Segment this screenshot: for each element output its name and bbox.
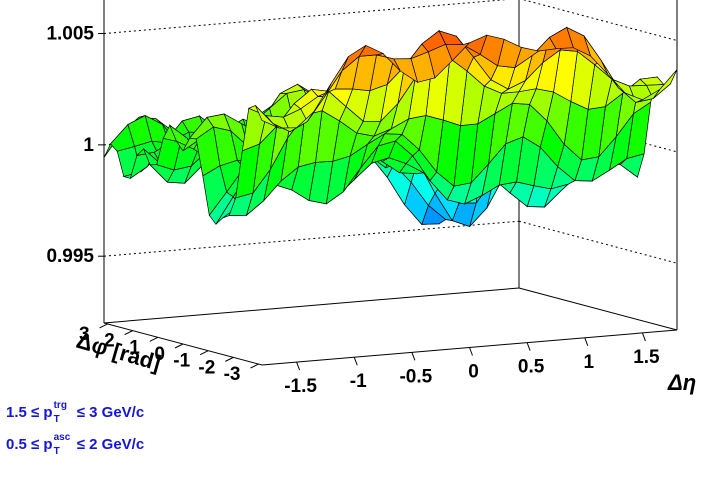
trg-sub-sup: trg T <box>53 400 67 425</box>
y-tick-label: -3 <box>224 364 241 385</box>
x-tick-label: 1 <box>583 352 594 373</box>
y-tick-label: 3 <box>79 324 90 345</box>
trg-suffix: ≤ 3 GeV/c <box>72 404 145 421</box>
z-tick-label: 0.995 <box>46 246 94 267</box>
x-tick-label: -1.5 <box>284 376 317 397</box>
y-tick-label: -1 <box>173 351 190 372</box>
trg-prefix: 1.5 ≤ p <box>6 404 53 421</box>
y-tick-label: -2 <box>198 357 215 378</box>
surface-cell <box>255 105 280 129</box>
x-tick-label: -1 <box>350 371 367 392</box>
y-tick-label: 0 <box>154 344 165 365</box>
surface-mesh <box>103 26 678 228</box>
y-tick-label: 2 <box>104 331 115 352</box>
asc-prefix: 0.5 ≤ p <box>6 436 53 453</box>
trigger-pt-annotation: 1.5 ≤ p trg T ≤ 3 GeV/c <box>6 400 145 425</box>
y-tick-label: 1 <box>129 337 140 358</box>
asc-sub-sup: asc T <box>53 432 71 457</box>
associated-pt-annotation: 0.5 ≤ p asc T ≤ 2 GeV/c <box>6 432 145 457</box>
x-tick-label: 0 <box>468 362 479 383</box>
asc-suffix: ≤ 2 GeV/c <box>72 436 145 453</box>
z-tick-label: 1.005 <box>46 24 94 45</box>
x-tick-label: -0.5 <box>399 366 432 387</box>
x-axis-title: Δη <box>667 370 696 395</box>
x-tick-label: 1.5 <box>633 347 660 368</box>
z-tick-label: 1 <box>83 135 94 156</box>
x-tick-label: 0.5 <box>518 357 545 378</box>
